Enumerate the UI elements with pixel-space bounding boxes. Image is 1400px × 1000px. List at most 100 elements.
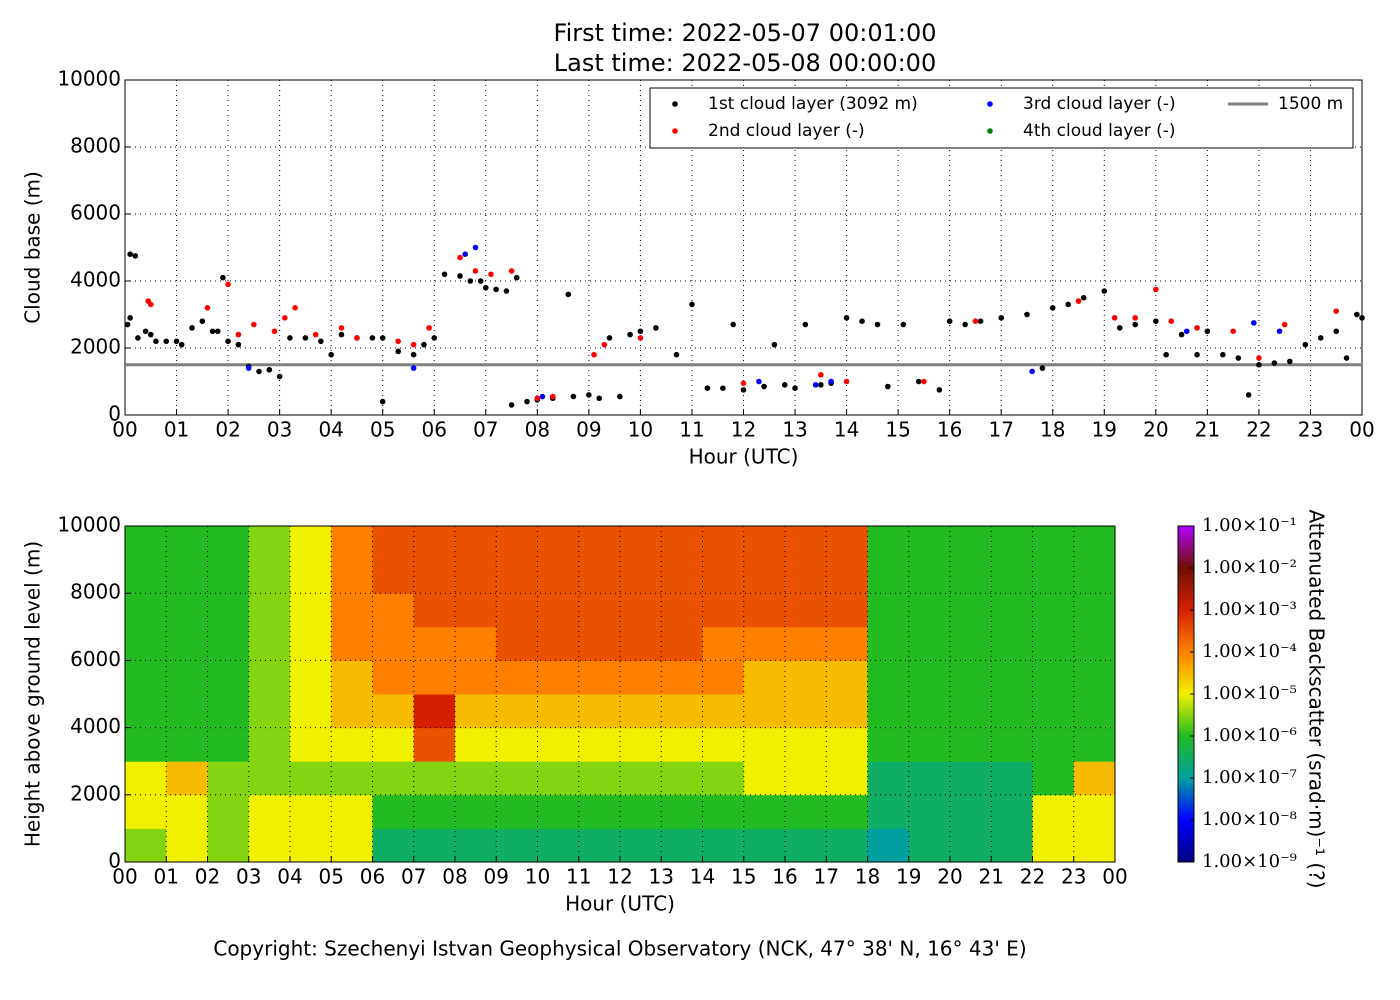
cloud-base-point bbox=[998, 315, 1005, 321]
heatmap-cell bbox=[743, 828, 786, 863]
heatmap-cell bbox=[496, 626, 538, 661]
heatmap-cell bbox=[991, 794, 1033, 829]
heatmap-cell bbox=[290, 626, 332, 661]
heatmap-cell bbox=[908, 593, 951, 628]
heatmap-cell bbox=[1032, 727, 1075, 762]
cloud-base-point bbox=[781, 382, 788, 388]
heatmap-cell bbox=[785, 828, 827, 863]
heatmap-cell bbox=[455, 794, 497, 829]
x-tick-label: 13 bbox=[782, 418, 807, 442]
cloud-base-point bbox=[379, 335, 386, 341]
cloud-base-point bbox=[1271, 360, 1278, 366]
heatmap-cell bbox=[372, 626, 415, 661]
x-tick-label: 15 bbox=[731, 865, 756, 889]
heatmap-cell bbox=[743, 626, 786, 661]
cloud-base-point bbox=[1276, 328, 1283, 335]
heatmap-cell bbox=[785, 559, 827, 594]
cloud-base-point bbox=[792, 385, 798, 392]
cloud-base-point bbox=[1132, 321, 1139, 328]
cloud-base-point bbox=[276, 373, 283, 380]
heatmap-cell bbox=[455, 727, 497, 762]
heatmap-cell bbox=[578, 727, 621, 762]
heatmap-cell bbox=[743, 526, 786, 561]
legend-label: 3rd cloud layer (-) bbox=[1023, 94, 1176, 114]
cloud-base-point bbox=[1132, 315, 1139, 321]
heatmap-cell bbox=[166, 626, 208, 661]
heatmap-cell bbox=[125, 694, 167, 729]
cloud-base-point bbox=[802, 321, 809, 328]
cloud-base-point bbox=[591, 351, 597, 358]
y-tick-label: 6000 bbox=[70, 647, 121, 671]
x-tick-label: 16 bbox=[937, 418, 962, 442]
heatmap-cell bbox=[1032, 660, 1075, 695]
cloud-base-point bbox=[606, 335, 613, 341]
heatmap-cell bbox=[372, 694, 415, 729]
heatmap-cell bbox=[950, 660, 992, 695]
heatmap-cell bbox=[1073, 828, 1116, 863]
cloud-base-point bbox=[271, 328, 278, 335]
legend-marker bbox=[672, 128, 678, 134]
heatmap-cell bbox=[826, 626, 868, 661]
heatmap-cell bbox=[578, 694, 621, 729]
heatmap-cell bbox=[867, 727, 910, 762]
y-tick-label: 4000 bbox=[70, 714, 121, 738]
heatmap-cell bbox=[166, 559, 208, 594]
heatmap-cell bbox=[867, 694, 910, 729]
cloud-base-point bbox=[637, 328, 644, 335]
cloud-base-point bbox=[467, 278, 474, 284]
heatmap-cell bbox=[248, 559, 291, 594]
cloud-base-point bbox=[761, 383, 767, 390]
x-tick-label: 14 bbox=[834, 418, 859, 442]
heatmap-cell bbox=[743, 593, 786, 628]
cloud-base-point bbox=[338, 331, 345, 338]
x-tick-label: 18 bbox=[1040, 418, 1065, 442]
cloud-base-point bbox=[142, 328, 149, 335]
x-axis-label: Hour (UTC) bbox=[689, 445, 799, 469]
x-tick-label: 13 bbox=[649, 865, 674, 889]
heatmap-cell bbox=[537, 526, 580, 561]
x-tick-label: 04 bbox=[318, 418, 343, 442]
cloud-base-point bbox=[127, 315, 133, 321]
heatmap-cell bbox=[620, 761, 662, 796]
heatmap-cell bbox=[578, 559, 621, 594]
cloud-base-point bbox=[1235, 355, 1242, 361]
heatmap-cell bbox=[908, 727, 951, 762]
heatmap-cell bbox=[290, 559, 332, 594]
cloud-base-point bbox=[843, 315, 850, 321]
heatmap-cell bbox=[826, 593, 868, 628]
cloud-base-point bbox=[426, 325, 432, 331]
x-tick-label: 19 bbox=[896, 865, 921, 889]
colorbar-tick-label: 1.00×10⁻⁹ bbox=[1202, 851, 1297, 872]
heatmap-cell bbox=[991, 828, 1033, 863]
heatmap-cell bbox=[125, 828, 167, 863]
heatmap-cell bbox=[785, 593, 827, 628]
cloud-base-point bbox=[1256, 361, 1262, 368]
cloud-base-point bbox=[503, 288, 510, 294]
heatmap-cell bbox=[372, 559, 415, 594]
cloud-base-point bbox=[395, 348, 401, 355]
heatmap-cell bbox=[620, 559, 662, 594]
heatmap-cell bbox=[867, 828, 910, 863]
heatmap-cell bbox=[496, 593, 538, 628]
heatmap-cell bbox=[867, 761, 910, 796]
heatmap-cell bbox=[867, 559, 910, 594]
cloud-base-point bbox=[225, 338, 231, 345]
cloud-base-point bbox=[936, 387, 943, 393]
heatmap-cell bbox=[991, 526, 1033, 561]
cloud-base-point bbox=[900, 321, 907, 328]
heatmap-cell bbox=[248, 761, 291, 796]
heatmap-cell bbox=[331, 526, 373, 561]
cloud-base-point bbox=[1049, 305, 1056, 311]
cloud-base-point bbox=[189, 325, 195, 331]
heatmap-cell bbox=[331, 660, 373, 695]
cloud-base-point bbox=[235, 331, 242, 338]
heatmap-cell bbox=[290, 761, 332, 796]
heatmap-cell bbox=[1032, 593, 1075, 628]
cloud-base-point bbox=[147, 331, 154, 338]
heatmap-cell bbox=[290, 593, 332, 628]
x-tick-label: 01 bbox=[154, 865, 179, 889]
heatmap-cell bbox=[496, 727, 538, 762]
cloud-base-point bbox=[312, 331, 319, 338]
x-tick-label: 17 bbox=[814, 865, 839, 889]
heatmap-cell bbox=[785, 694, 827, 729]
